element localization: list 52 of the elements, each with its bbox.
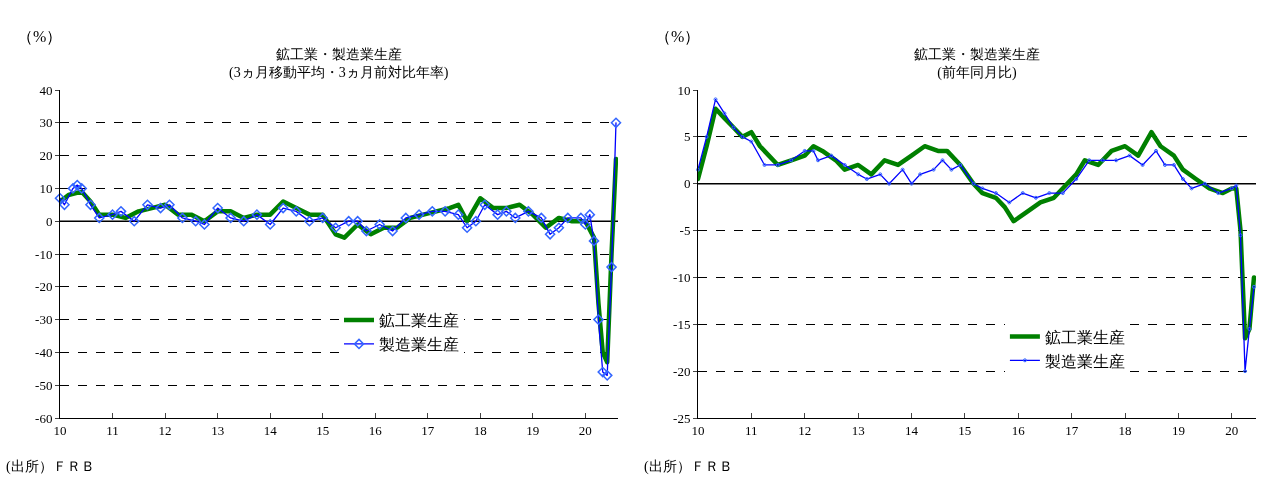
chart-title: 鉱工業・製造業生産 bbox=[914, 47, 1040, 62]
y-tick-label: 10 bbox=[677, 82, 691, 98]
x-tick-label: 10 bbox=[53, 422, 67, 438]
y-tick-label: -15 bbox=[673, 316, 691, 332]
x-tick-label: 12 bbox=[158, 422, 172, 438]
y-axis-title: （%） bbox=[17, 28, 63, 45]
chart-subtitle: (3ヵ月移動平均・3ヵ月前対比年率) bbox=[229, 65, 449, 82]
y-tick-label: -40 bbox=[35, 344, 53, 360]
y-tick-label: -20 bbox=[673, 363, 691, 379]
x-tick-label: 17 bbox=[1065, 422, 1079, 438]
y-tick-label: 20 bbox=[39, 148, 53, 164]
legend-label: 製造業生産 bbox=[379, 336, 459, 354]
x-tick-label: 12 bbox=[798, 422, 812, 438]
x-tick-label: 18 bbox=[1118, 422, 1132, 438]
x-tick-label: 15 bbox=[316, 422, 330, 438]
x-tick-label: 20 bbox=[578, 422, 592, 438]
y-axis-title: （%） bbox=[655, 28, 701, 45]
y-tick-label: 40 bbox=[39, 82, 53, 98]
x-tick-label: 13 bbox=[851, 422, 865, 438]
x-tick-label: 14 bbox=[905, 422, 919, 438]
y-tick-label: 5 bbox=[683, 129, 691, 145]
y-tick-label: -10 bbox=[35, 246, 53, 262]
legend-label: 鉱工業生産 bbox=[1044, 328, 1125, 346]
x-tick-label: 14 bbox=[263, 422, 278, 438]
y-tick-label: -5 bbox=[679, 223, 691, 239]
y-tick-label: 30 bbox=[39, 115, 53, 131]
y-tick-label: -50 bbox=[35, 377, 53, 393]
x-tick-label: 11 bbox=[745, 422, 758, 438]
y-tick-label: 10 bbox=[39, 180, 53, 196]
y-tick-label: -25 bbox=[673, 410, 691, 426]
x-tick-label: 16 bbox=[1011, 422, 1026, 438]
y-tick-label: -10 bbox=[673, 269, 691, 285]
x-tick-label: 15 bbox=[958, 422, 972, 438]
y-tick-label: 0 bbox=[683, 176, 691, 192]
x-tick-label: 19 bbox=[1171, 422, 1185, 438]
text: (出所）ＦＲＢ bbox=[6, 459, 95, 475]
legend-label: 鉱工業生産 bbox=[379, 312, 459, 330]
chart-title: 鉱工業・製造業生産 bbox=[275, 47, 402, 62]
y-tick-label: 0 bbox=[45, 213, 53, 229]
legend-label: 製造業生産 bbox=[1044, 352, 1125, 370]
x-tick-label: 19 bbox=[526, 422, 540, 438]
text: (出所）ＦＲＢ bbox=[644, 459, 733, 475]
x-tick-label: 16 bbox=[368, 422, 383, 438]
y-tick-label: -60 bbox=[35, 410, 53, 426]
x-tick-label: 18 bbox=[473, 422, 487, 438]
x-tick-label: 13 bbox=[211, 422, 225, 438]
x-tick-label: 11 bbox=[106, 422, 119, 438]
chart-subtitle: (前年同月比) bbox=[937, 65, 1017, 82]
y-tick-label: -20 bbox=[35, 279, 53, 295]
x-tick-label: 17 bbox=[421, 422, 435, 438]
y-tick-label: -30 bbox=[35, 312, 53, 328]
x-tick-label: 20 bbox=[1225, 422, 1239, 438]
